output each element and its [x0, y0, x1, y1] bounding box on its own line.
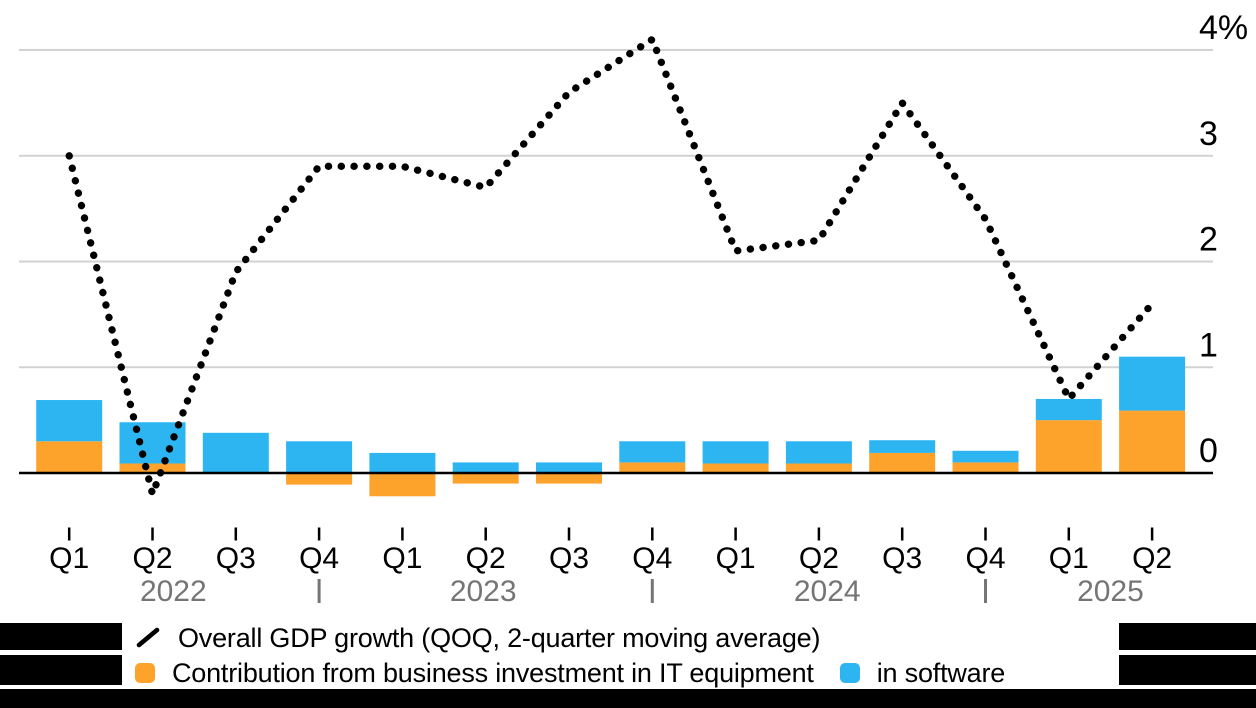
x-tick-q8 [734, 527, 737, 541]
x-tick-q10 [900, 527, 904, 541]
bar-software-q10 [869, 440, 936, 453]
bar-software-q13 [1119, 356, 1186, 411]
bar-it-equipment-q8 [702, 463, 769, 473]
bar-software-q6 [536, 462, 602, 473]
x-tick-q1 [151, 527, 154, 541]
year-separator-2023 [650, 579, 654, 603]
year-label-2023: 2023 [450, 575, 517, 608]
x-label-q2: Q3 [216, 542, 256, 575]
x-label-q13: Q2 [1132, 542, 1172, 575]
x-tick-q13 [1150, 527, 1154, 541]
x-label-q11: Q4 [965, 542, 1005, 575]
legend-row-gdp: Overall GDP growth (QOQ, 2-quarter movin… [135, 623, 820, 653]
x-tick-q9 [817, 527, 821, 541]
bar-software-q0 [36, 400, 103, 442]
bar-software-q5 [452, 462, 519, 473]
x-label-q8: Q1 [716, 542, 756, 575]
bar-software-q12 [1035, 398, 1102, 421]
x-label-q0: Q1 [49, 542, 89, 575]
bar-software-q2 [202, 432, 269, 473]
bar-software-q4 [369, 452, 436, 473]
x-label-q9: Q2 [799, 542, 839, 575]
x-tick-q4 [401, 527, 404, 541]
it-equipment-swatch-icon [135, 663, 155, 683]
legend-label-it-equipment: Contribution from business investment in… [172, 657, 814, 688]
bar-it-equipment-q10 [869, 452, 936, 473]
x-label-q10: Q3 [882, 542, 922, 575]
bar-software-q9 [785, 441, 852, 464]
bar-it-equipment-q1 [119, 463, 186, 473]
x-label-q1: Q2 [132, 542, 172, 575]
x-label-q6: Q3 [549, 542, 589, 575]
bar-it-equipment-q9 [785, 463, 852, 473]
bar-software-q3 [286, 441, 353, 473]
x-label-q4: Q1 [382, 542, 422, 575]
bar-it-equipment-q3 [286, 473, 353, 485]
software-swatch-icon [839, 663, 860, 683]
line-series-icon [136, 627, 160, 648]
x-tick-q2 [234, 527, 238, 541]
x-tick-q3 [317, 527, 321, 541]
y-axis-label-4: 4% [1199, 9, 1248, 47]
bar-it-equipment-q4 [369, 473, 436, 497]
legend-row-contributions: Contribution from business investment in… [135, 657, 1006, 688]
bar-it-equipment-q6 [536, 473, 602, 484]
x-label-q12: Q1 [1049, 542, 1089, 575]
x-tick-q11 [984, 527, 987, 541]
y-axis-label-0: 0 [1199, 432, 1218, 470]
bar-it-equipment-q7 [619, 462, 686, 473]
y-axis-label-3: 3 [1199, 115, 1218, 153]
y-axis-label-1: 1 [1199, 326, 1218, 364]
bar-software-q7 [619, 441, 686, 463]
bar-software-q11 [952, 450, 1019, 463]
x-tick-q0 [67, 527, 71, 541]
x-label-q5: Q2 [466, 542, 506, 575]
year-label-2025: 2025 [1077, 575, 1144, 608]
legend-label-software: in software [876, 657, 1006, 688]
footer-band-bottom [0, 689, 1256, 708]
year-label-2022: 2022 [140, 575, 207, 608]
bar-software-q8 [702, 441, 769, 464]
x-tick-q5 [484, 527, 487, 541]
bar-software-q1 [119, 422, 186, 464]
x-label-q7: Q4 [632, 542, 672, 575]
x-tick-q7 [651, 527, 654, 541]
year-separator-2024 [984, 579, 987, 603]
gdp-growth-dotted-line [65, 35, 1156, 498]
y-axis-label-2: 2 [1199, 221, 1218, 259]
legend: Overall GDP growth (QOQ, 2-quarter movin… [122, 623, 1119, 689]
x-tick-q6 [567, 527, 571, 541]
x-tick-q12 [1067, 527, 1071, 541]
x-label-q3: Q4 [299, 542, 339, 575]
legend-label-gdp-growth: Overall GDP growth (QOQ, 2-quarter movin… [178, 622, 821, 653]
bar-it-equipment-q13 [1119, 410, 1186, 473]
year-label-2024: 2024 [794, 575, 861, 608]
year-separator-2022 [317, 579, 321, 603]
bar-it-equipment-q12 [1035, 420, 1102, 473]
bar-it-equipment-q5 [452, 473, 519, 484]
bar-it-equipment-q11 [952, 462, 1019, 473]
bar-it-equipment-q0 [36, 441, 103, 473]
